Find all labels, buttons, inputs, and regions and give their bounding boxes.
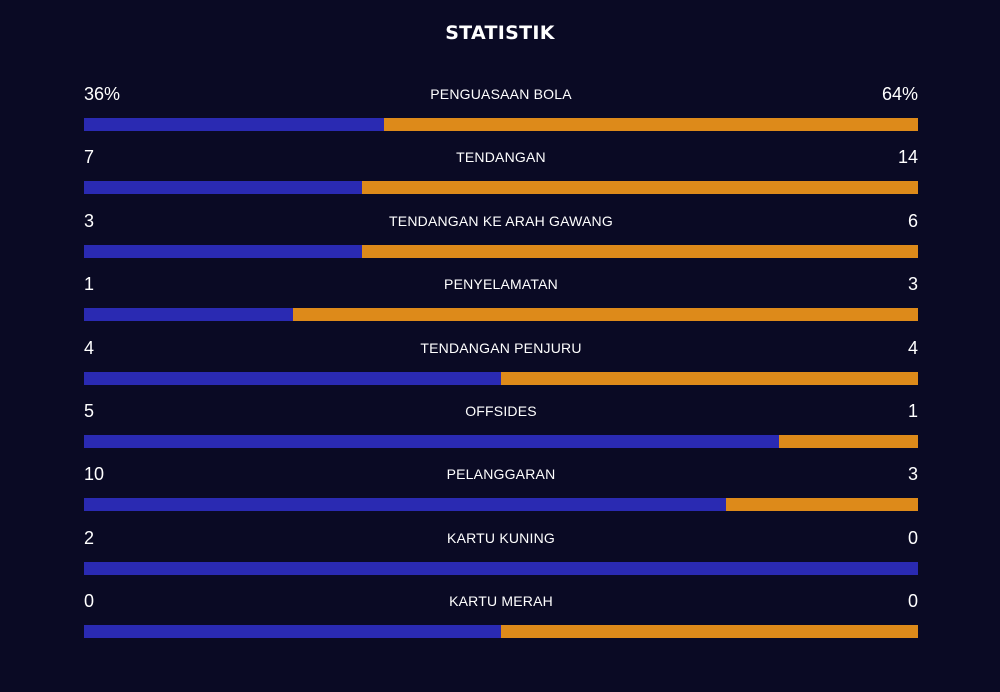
stat-bar-home xyxy=(84,118,385,131)
stat-away-value: 3 xyxy=(907,274,918,295)
stat-row: 0 KARTU MERAH 0 xyxy=(84,587,918,650)
stat-home-value: 7 xyxy=(84,147,95,168)
stat-away-value: 4 xyxy=(907,337,918,358)
stat-row: 3 TENDANGAN KE ARAH GAWANG 6 xyxy=(84,207,918,270)
stat-home-value: 3 xyxy=(84,210,95,231)
stat-row: 36% PENGUASAAN BOLA 64% xyxy=(84,80,918,143)
stat-bar-away xyxy=(501,625,918,639)
stat-row-header: 7 TENDANGAN 14 xyxy=(84,143,918,171)
stat-bar-away xyxy=(725,498,918,512)
stat-bar xyxy=(84,181,918,195)
stat-bar-home xyxy=(84,308,293,322)
stats-title: STATISTIK xyxy=(445,22,555,44)
stat-row: 4 TENDANGAN PENJURU 4 xyxy=(84,334,918,397)
stat-label: TENDANGAN xyxy=(456,149,546,166)
stat-home-value: 36% xyxy=(84,84,121,104)
stat-bar-away xyxy=(779,434,918,448)
stat-bar-home xyxy=(84,244,362,258)
stat-bar-away xyxy=(501,371,918,385)
stat-home-value: 2 xyxy=(84,527,95,548)
stat-bar-away xyxy=(384,118,918,131)
stat-bar-home xyxy=(84,498,726,512)
stat-row-header: 1 PENYELAMATAN 3 xyxy=(84,270,918,298)
stat-bar xyxy=(84,371,918,385)
stat-away-value: 14 xyxy=(897,147,918,168)
stat-label: KARTU KUNING xyxy=(447,529,555,546)
stat-away-value: 3 xyxy=(907,464,918,485)
stat-bar-away xyxy=(361,244,918,258)
stat-bar xyxy=(84,308,918,322)
stat-home-value: 4 xyxy=(84,337,95,358)
stat-label: PENYELAMATAN xyxy=(444,276,558,293)
stat-row: 5 OFFSIDES 1 xyxy=(84,397,918,460)
stat-bar-away xyxy=(361,181,918,195)
stat-row: 7 TENDANGAN 14 xyxy=(84,143,918,206)
stat-bar xyxy=(84,561,918,575)
stat-label: PENGUASAAN BOLA xyxy=(430,86,572,102)
stat-bar xyxy=(84,118,918,131)
stat-bar xyxy=(84,434,918,448)
stat-away-value: 64% xyxy=(881,84,918,104)
stat-row-header: 36% PENGUASAAN BOLA 64% xyxy=(84,80,918,108)
stat-home-value: 10 xyxy=(84,464,105,485)
stat-bar-home xyxy=(84,181,362,195)
stat-away-value: 6 xyxy=(907,210,918,231)
stat-bar-away xyxy=(292,308,918,322)
stat-bar xyxy=(84,625,918,639)
stat-away-value: 1 xyxy=(907,400,918,421)
stat-row: 10 PELANGGARAN 3 xyxy=(84,460,918,523)
stat-away-value: 0 xyxy=(907,591,918,612)
stat-away-value: 0 xyxy=(907,527,918,548)
stat-label: TENDANGAN KE ARAH GAWANG xyxy=(389,212,613,229)
stat-row-header: 2 KARTU KUNING 0 xyxy=(84,524,918,552)
stat-bar-home xyxy=(84,625,501,639)
stat-label: TENDANGAN PENJURU xyxy=(420,339,582,356)
stat-label: KARTU MERAH xyxy=(449,593,553,610)
stat-row-header: 3 TENDANGAN KE ARAH GAWANG 6 xyxy=(84,207,918,235)
stat-bar-home xyxy=(84,434,779,448)
stat-home-value: 0 xyxy=(84,591,95,612)
stat-home-value: 1 xyxy=(84,274,95,295)
stat-row-header: 5 OFFSIDES 1 xyxy=(84,397,918,425)
stat-row-header: 4 TENDANGAN PENJURU 4 xyxy=(84,334,918,362)
stat-label: PELANGGARAN xyxy=(446,466,556,483)
stat-home-value: 5 xyxy=(84,400,95,421)
stats-list: 36% PENGUASAAN BOLA 64% 7 TENDANGAN 14 3 TENDAN… xyxy=(84,80,918,651)
stat-row-header: 0 KARTU MERAH 0 xyxy=(84,587,918,615)
stat-label: OFFSIDES xyxy=(465,402,537,419)
stat-row-header: 10 PELANGGARAN 3 xyxy=(84,460,918,488)
stat-row: 1 PENYELAMATAN 3 xyxy=(84,270,918,333)
stat-row: 2 KARTU KUNING 0 xyxy=(84,524,918,587)
stat-bar xyxy=(84,498,918,512)
stat-bar xyxy=(84,244,918,258)
stat-bar-home xyxy=(84,561,918,575)
stat-bar-home xyxy=(84,371,501,385)
